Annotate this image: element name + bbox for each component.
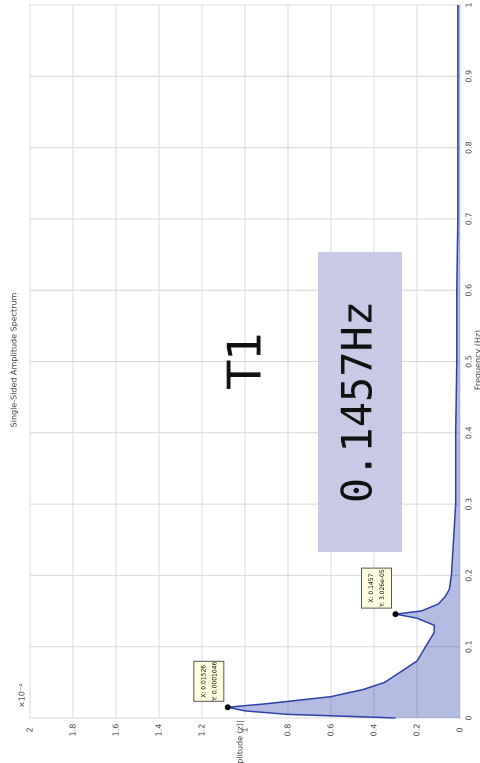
chart-title: Single-Sided Amplitude Spectrum	[10, 292, 19, 427]
annotation-title: T1	[218, 331, 272, 389]
x-tick-label: 0.1	[465, 640, 474, 653]
spectrum-area	[227, 5, 460, 718]
spectrum-line	[227, 5, 459, 719]
y-tick-label: 0.8	[284, 724, 293, 737]
x-tick-label: 1	[465, 2, 474, 7]
x-tick-label: 0.4	[465, 426, 474, 439]
datatip-point	[392, 611, 399, 618]
x-tick-label: 0.9	[465, 70, 474, 83]
y-tick-label: 0.2	[413, 724, 422, 737]
datatip-point	[224, 704, 231, 711]
y-axis-label: |Amplitude (z)|	[236, 720, 245, 763]
axis-exponent: ×10⁻⁴	[18, 684, 27, 708]
x-tick-label: 0	[465, 715, 474, 720]
x-tick-label: 0.2	[465, 569, 474, 582]
y-tick-label: 0.6	[327, 724, 336, 737]
datatip-text: Y: 3.026e-05	[379, 569, 386, 608]
x-tick-label: 0.5	[465, 355, 474, 368]
x-tick-label: 0.3	[465, 498, 474, 511]
y-tick-label: 1.8	[69, 724, 78, 737]
datatip-text: X: 0.01526	[200, 665, 207, 698]
datatip-box	[361, 567, 392, 609]
datatip-text: X: 0.1457	[368, 573, 375, 602]
datatip-box	[193, 660, 225, 702]
y-tick-label: 1.4	[155, 724, 164, 737]
x-tick-label: 0.6	[465, 284, 474, 297]
x-tick-label: 0.8	[465, 141, 474, 154]
annotation-box	[318, 252, 402, 552]
datatip-text: Y: 0.0001046	[211, 662, 218, 702]
y-tick-label: 0	[456, 727, 465, 732]
y-tick-label: 0.4	[370, 724, 379, 737]
x-axis-label: Frequency (Hz)	[474, 330, 480, 390]
y-tick-label: 1	[241, 727, 250, 732]
y-tick-label: 1.6	[112, 724, 121, 737]
x-tick-label: 0.7	[465, 213, 474, 226]
annotation-frequency: 0.1457Hz	[333, 301, 382, 503]
y-tick-label: 1.2	[198, 724, 207, 737]
y-tick-label: 2	[26, 727, 35, 732]
